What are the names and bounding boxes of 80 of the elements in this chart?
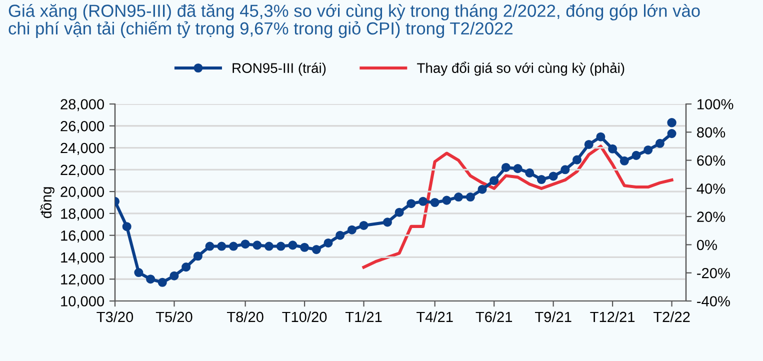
- point: [418, 196, 428, 206]
- point: [182, 262, 191, 272]
- point: [158, 278, 167, 287]
- y2-tick-label: 60%: [697, 155, 726, 166]
- y2-tick-label: 0%: [696, 240, 717, 250]
- x-tick-label: T12/21: [590, 311, 635, 322]
- point: [513, 164, 522, 174]
- point: [525, 168, 534, 178]
- legend-label: Thay đổi giá so với cùng kỳ (phải): [417, 62, 624, 76]
- point: [644, 145, 653, 154]
- chart-title: Giá xăng (RON95-III) đã tăng 45,3% so với cùng kỳ trong tháng 2/2022, đóng góp lớn vào chi phí vận tải (chiếm tỷ trọng 9,67% trong giỏ CPI) trong T2/2022: [8, 4, 700, 38]
- y2-tick-label: -40%: [697, 296, 730, 306]
- point: [478, 184, 487, 194]
- y2-tick-label: 80%: [697, 127, 726, 138]
- point: [667, 129, 676, 138]
- point: [312, 245, 321, 254]
- legend-label: RON95-III (trái): [232, 62, 326, 76]
- point: [276, 242, 286, 251]
- point: [205, 242, 214, 251]
- y-tick-label: 26,000: [60, 120, 104, 134]
- point: [217, 242, 226, 251]
- y2-tick-label: -20%: [697, 268, 730, 278]
- y-tick-label: 24,000: [60, 142, 104, 155]
- x-tick-label: T1/21: [345, 311, 382, 322]
- point: [490, 176, 499, 186]
- point: [240, 240, 250, 249]
- point: [193, 252, 202, 261]
- point: [560, 165, 570, 174]
- point: [596, 132, 606, 142]
- y-tick-label: 10,000: [61, 296, 104, 308]
- point: [336, 230, 345, 240]
- x-tick-label: T4/21: [416, 311, 453, 322]
- point: [442, 196, 452, 205]
- x-tick-label: T2/22: [653, 311, 690, 322]
- y2-tick-label: 40%: [696, 184, 726, 194]
- x-tick-label: T9/21: [535, 311, 572, 322]
- point: [620, 156, 629, 166]
- x-tick-label: T3/20: [96, 311, 134, 322]
- point: [548, 172, 558, 181]
- y2-tick-label: 100%: [698, 99, 734, 110]
- point: [288, 240, 298, 250]
- point: [347, 225, 356, 234]
- point: [122, 222, 132, 232]
- point: [632, 150, 641, 160]
- y-tick-label: 28,000: [60, 99, 104, 112]
- y-tick-label: 16,000: [61, 230, 104, 242]
- point: [667, 118, 676, 128]
- point: [170, 271, 179, 280]
- y-tick-label: 18,000: [61, 208, 104, 221]
- point: [584, 140, 594, 150]
- point: [134, 268, 144, 278]
- y-tick-label: 20,000: [60, 186, 104, 199]
- point: [264, 242, 274, 251]
- point: [655, 138, 664, 148]
- point: [324, 238, 333, 248]
- point: [228, 242, 238, 251]
- y2-tick-label: 20%: [697, 212, 726, 222]
- point: [430, 198, 440, 208]
- y-axis-title: đồng: [40, 187, 54, 218]
- point: [572, 155, 582, 164]
- point: [252, 240, 262, 250]
- x-tick-label: T8/20: [226, 311, 264, 322]
- point: [394, 208, 404, 217]
- point: [536, 175, 546, 184]
- point: [608, 144, 618, 154]
- y-tick-label: 22,000: [60, 164, 104, 177]
- point: [466, 192, 475, 202]
- point: [501, 162, 510, 172]
- point: [382, 218, 392, 227]
- line-series: [362, 144, 674, 269]
- x-tick-label: T6/21: [476, 311, 512, 322]
- point: [146, 274, 156, 284]
- point: [406, 199, 416, 208]
- point: [454, 192, 464, 202]
- y-tick-label: 12,000: [61, 274, 104, 286]
- point: [300, 242, 310, 252]
- point: [359, 220, 368, 230]
- x-tick-label: T5/20: [156, 311, 192, 322]
- y-tick-label: 14,000: [61, 252, 104, 264]
- x-tick-label: T10/20: [282, 311, 327, 322]
